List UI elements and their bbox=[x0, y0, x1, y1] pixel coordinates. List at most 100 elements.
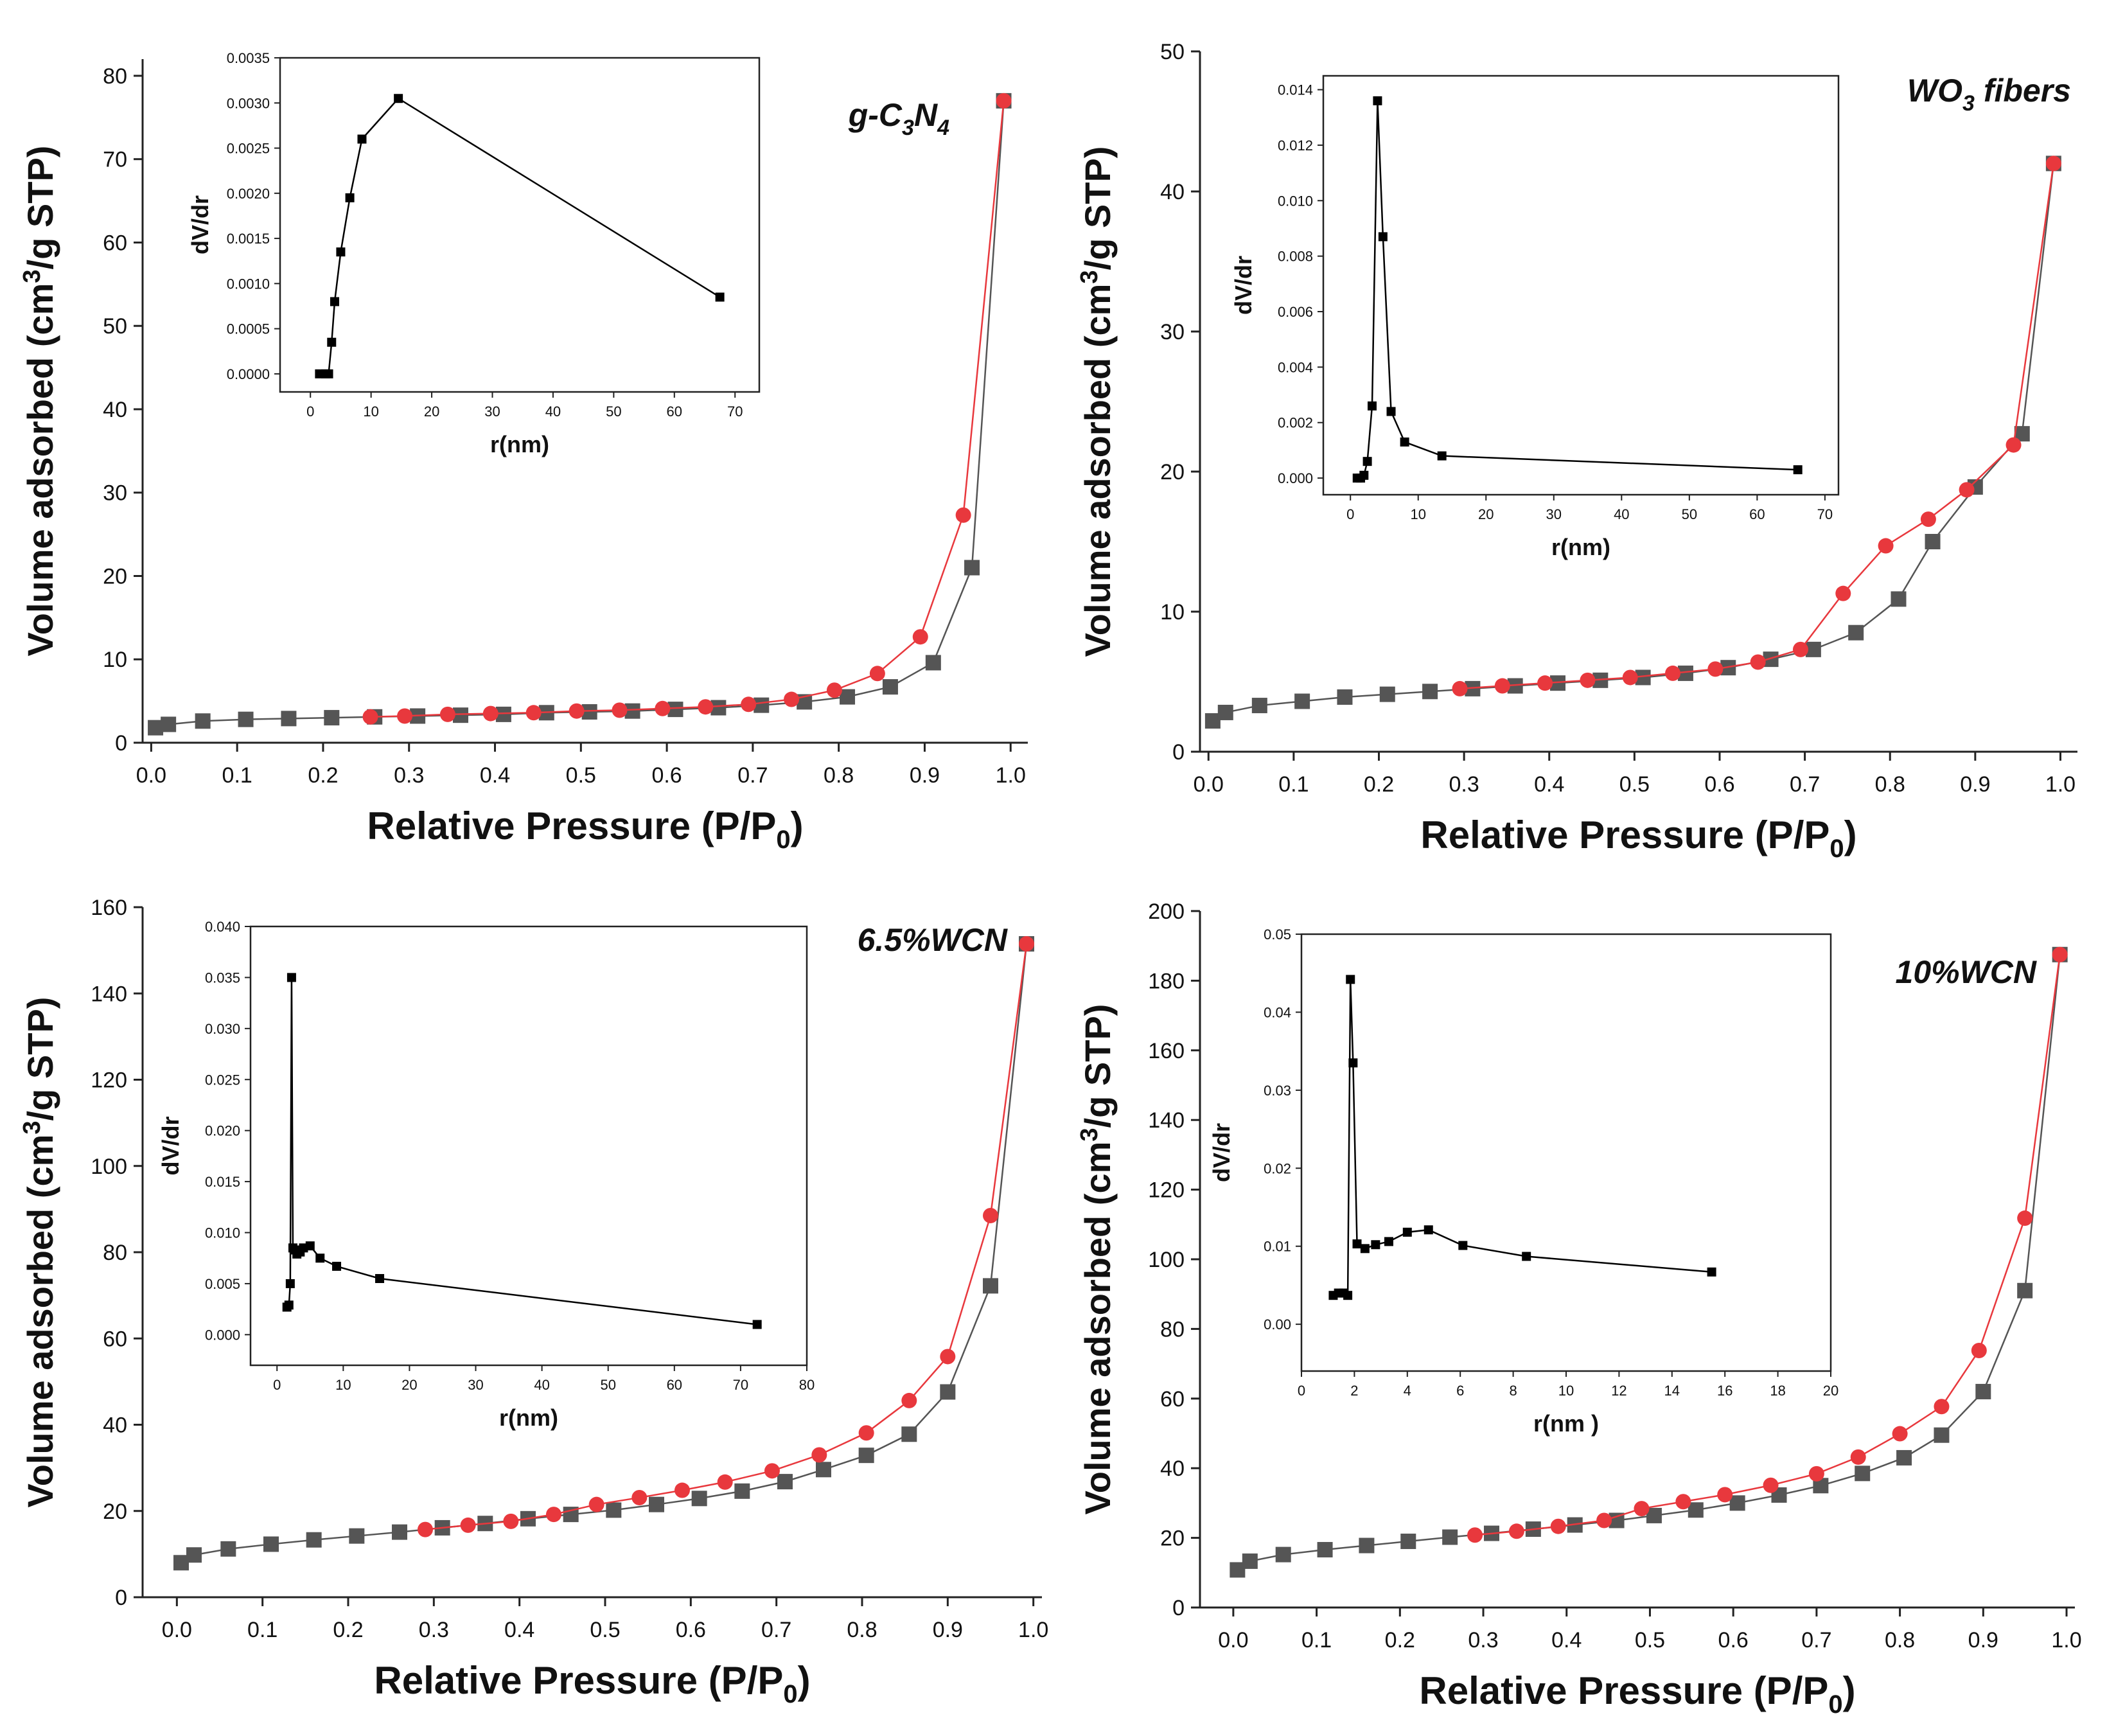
inset-point bbox=[1386, 407, 1396, 416]
inset-frame bbox=[279, 57, 761, 393]
inset-y-tick-label: 0.014 bbox=[1278, 82, 1313, 98]
inset-y-tick-label: 0.005 bbox=[205, 1276, 240, 1292]
adsorption-point bbox=[1729, 1495, 1745, 1511]
panel-label: g-C3N4 bbox=[848, 97, 949, 140]
inset-point bbox=[1378, 232, 1388, 242]
x-axis-label: Relative Pressure (P/P0) bbox=[374, 1659, 810, 1708]
inset-y-tick-label: 0.004 bbox=[1278, 359, 1313, 375]
x-tick-label: 0.9 bbox=[910, 763, 940, 788]
adsorption-point bbox=[1422, 684, 1438, 700]
adsorption-point bbox=[1688, 1502, 1704, 1518]
inset-x-tick-label: 30 bbox=[1546, 506, 1562, 522]
inset-x-tick-label: 20 bbox=[1478, 506, 1494, 522]
x-tick-label: 0.6 bbox=[651, 763, 682, 788]
inset-x-tick-label: 0 bbox=[306, 403, 314, 420]
inset-y-tick-label: 0.04 bbox=[1264, 1004, 1291, 1020]
x-tick-label: 0.2 bbox=[308, 763, 338, 788]
adsorption-point bbox=[1294, 693, 1310, 709]
inset-y-tick-label: 0.00 bbox=[1264, 1316, 1291, 1333]
y-tick-label: 20 bbox=[103, 1500, 127, 1524]
y-tick-label: 60 bbox=[103, 1327, 127, 1351]
x-tick-label: 1.0 bbox=[996, 763, 1026, 788]
adsorption-point bbox=[1317, 1542, 1333, 1558]
desorption-point bbox=[631, 1489, 648, 1505]
desorption-point bbox=[1622, 669, 1638, 686]
y-tick-label: 20 bbox=[103, 564, 127, 589]
inset-y-tick-label: 0.0005 bbox=[227, 321, 270, 337]
inset-y-label: dV/dr bbox=[157, 1116, 184, 1175]
x-tick-label: 0.1 bbox=[1301, 1628, 1332, 1652]
adsorption-point bbox=[649, 1496, 664, 1512]
inset-y-tick-label: 0.002 bbox=[1278, 415, 1313, 431]
desorption-point bbox=[546, 1507, 561, 1523]
y-axis-label: Volume adsorbed (cm3/g STP) bbox=[1076, 1004, 1118, 1515]
adsorption-point bbox=[1925, 534, 1941, 549]
panel-label: 6.5%WCN bbox=[858, 922, 1008, 958]
inset-y-tick-label: 0.035 bbox=[205, 970, 240, 986]
x-tick-label: 0.0 bbox=[136, 763, 166, 788]
inset-point bbox=[1458, 1241, 1468, 1250]
desorption-point bbox=[1850, 1449, 1866, 1465]
desorption-point bbox=[2045, 155, 2061, 172]
x-axis-label: Relative Pressure (P/P0) bbox=[1420, 813, 1856, 863]
inset-x-tick-label: 0 bbox=[1346, 506, 1354, 522]
desorption-point bbox=[698, 699, 714, 715]
inset-point bbox=[1707, 1267, 1716, 1277]
inset-y-tick-label: 0.0025 bbox=[227, 141, 270, 157]
inset-point bbox=[1367, 401, 1377, 411]
adsorption-point bbox=[1275, 1546, 1291, 1563]
y-tick-label: 80 bbox=[103, 1241, 127, 1265]
adsorption-point bbox=[186, 1547, 202, 1563]
inset-y-tick-label: 0.030 bbox=[205, 1021, 240, 1037]
inset-x-tick-label: 20 bbox=[401, 1377, 417, 1393]
inset-x-tick-label: 40 bbox=[545, 403, 561, 420]
inset-point bbox=[284, 1300, 294, 1310]
x-tick-label: 0.8 bbox=[824, 763, 854, 788]
adsorption-point bbox=[667, 702, 683, 718]
inset-y-tick-label: 0.01 bbox=[1264, 1239, 1291, 1255]
desorption-point bbox=[503, 1513, 519, 1529]
x-tick-label: 0.2 bbox=[333, 1618, 363, 1642]
adsorption-point bbox=[964, 560, 980, 576]
adsorption-point bbox=[710, 700, 727, 716]
inset-point bbox=[345, 193, 355, 202]
inset-point bbox=[1424, 1225, 1433, 1235]
y-tick-label: 80 bbox=[103, 64, 127, 89]
desorption-point bbox=[741, 696, 757, 713]
adsorption-point bbox=[940, 1384, 956, 1400]
y-tick-label: 120 bbox=[91, 1068, 127, 1093]
desorption-point bbox=[1934, 1399, 1950, 1415]
y-tick-label: 30 bbox=[1160, 320, 1185, 344]
x-tick-label: 0.7 bbox=[737, 763, 768, 788]
x-tick-label: 0.6 bbox=[1704, 772, 1734, 797]
inset-y-label: dV/dr bbox=[187, 195, 213, 254]
inset-plot: 0 10 20 30 40 50 60 70 80 0.000 0.005 0.010 0.015 0.0… bbox=[157, 919, 815, 1431]
inset-plot: 0 10 20 30 40 50 60 70 0.000 0.002 0.004 0.006 0.008… bbox=[1230, 75, 1840, 560]
y-tick-label: 200 bbox=[1148, 899, 1185, 924]
desorption-point bbox=[1550, 1518, 1566, 1534]
inset-x-tick-label: 10 bbox=[1410, 506, 1425, 522]
adsorption-point bbox=[392, 1524, 407, 1540]
x-tick-label: 0.3 bbox=[394, 763, 424, 788]
inset-point bbox=[1352, 1239, 1362, 1249]
x-tick-label: 0.5 bbox=[590, 1618, 620, 1642]
adsorption-point bbox=[1891, 591, 1907, 607]
desorption-point bbox=[1537, 675, 1553, 691]
desorption-point bbox=[784, 691, 800, 707]
inset-y-tick-label: 0.015 bbox=[205, 1174, 240, 1190]
adsorption-line bbox=[155, 100, 1005, 729]
x-tick-label: 0.1 bbox=[222, 763, 252, 788]
y-tick-label: 60 bbox=[1160, 1387, 1185, 1412]
inset-x-tick-label: 10 bbox=[363, 403, 378, 420]
inset-point bbox=[357, 134, 367, 144]
desorption-point bbox=[996, 93, 1012, 109]
inset-x-label: r(nm ) bbox=[1533, 1410, 1599, 1437]
adsorption-point bbox=[983, 1278, 998, 1294]
desorption-point bbox=[858, 1425, 874, 1441]
adsorption-point bbox=[1251, 698, 1267, 714]
inset-y-tick-label: 0.008 bbox=[1278, 249, 1313, 265]
x-tick-label: 0.3 bbox=[1449, 772, 1479, 797]
x-tick-label: 0.0 bbox=[1218, 1628, 1248, 1652]
y-tick-label: 180 bbox=[1148, 969, 1185, 993]
desorption-point bbox=[362, 709, 378, 725]
